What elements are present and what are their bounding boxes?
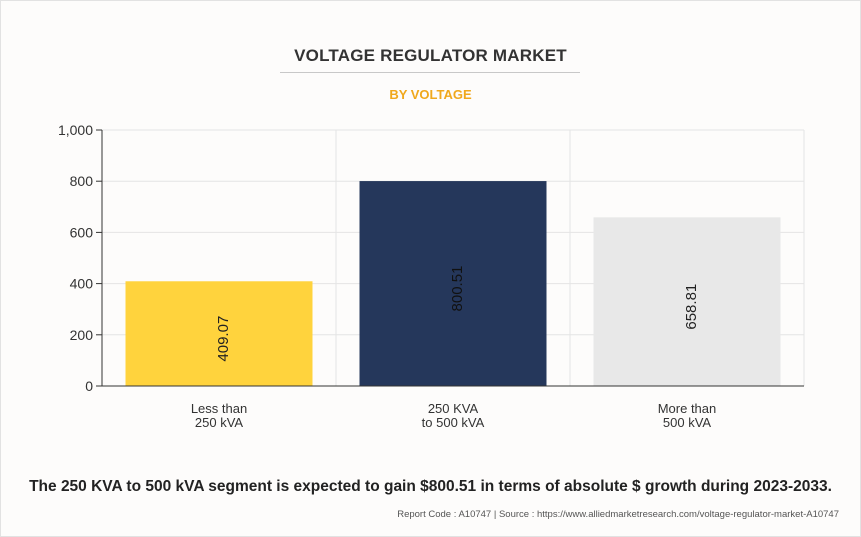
x-tick-label: to 500 kVA — [422, 415, 485, 430]
chart-subtitle: BY VOLTAGE — [389, 87, 472, 102]
bar — [125, 281, 313, 386]
bar-value-label: 409.07 — [215, 316, 232, 362]
x-tick-label: 250 KVA — [428, 401, 479, 416]
x-tick-label: More than — [658, 401, 717, 416]
bar-value-label: 800.51 — [449, 266, 466, 312]
bar-value-label: 658.81 — [683, 284, 700, 330]
y-tick-label: 1,000 — [58, 122, 93, 138]
bar — [593, 217, 781, 386]
source-citation: Report Code : A10747 | Source : https://… — [397, 509, 839, 520]
y-tick-label: 800 — [70, 173, 94, 189]
x-tick-label: 500 kVA — [663, 415, 712, 430]
y-tick-label: 600 — [70, 224, 94, 240]
y-tick-label: 200 — [70, 327, 94, 343]
bar — [359, 181, 547, 386]
x-tick-label: Less than — [191, 401, 247, 416]
x-tick-label: 250 kVA — [195, 415, 244, 430]
y-tick-label: 400 — [70, 276, 94, 292]
footnote-statement: The 250 KVA to 500 kVA segment is expect… — [29, 478, 832, 495]
chart-title: VOLTAGE REGULATOR MARKET — [294, 46, 567, 65]
y-tick-label: 0 — [85, 378, 93, 394]
title-divider — [280, 72, 580, 73]
